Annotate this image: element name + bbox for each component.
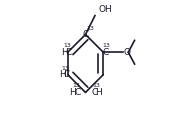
Text: 13: 13 <box>86 26 94 31</box>
Text: H: H <box>61 48 67 57</box>
Text: C: C <box>64 70 70 79</box>
Text: 13: 13 <box>63 43 71 48</box>
Text: C: C <box>91 88 97 97</box>
Text: O: O <box>124 48 131 57</box>
Text: C: C <box>102 48 109 57</box>
Text: 13: 13 <box>93 83 101 88</box>
Text: H: H <box>59 70 66 79</box>
Text: H: H <box>70 88 76 97</box>
Text: 13: 13 <box>102 43 110 48</box>
Text: H: H <box>95 88 101 97</box>
Text: OH: OH <box>98 5 112 14</box>
Text: C: C <box>74 88 81 97</box>
Text: 13: 13 <box>72 83 80 88</box>
Text: C: C <box>65 48 72 57</box>
Text: C: C <box>82 30 89 39</box>
Text: 13: 13 <box>62 66 69 71</box>
